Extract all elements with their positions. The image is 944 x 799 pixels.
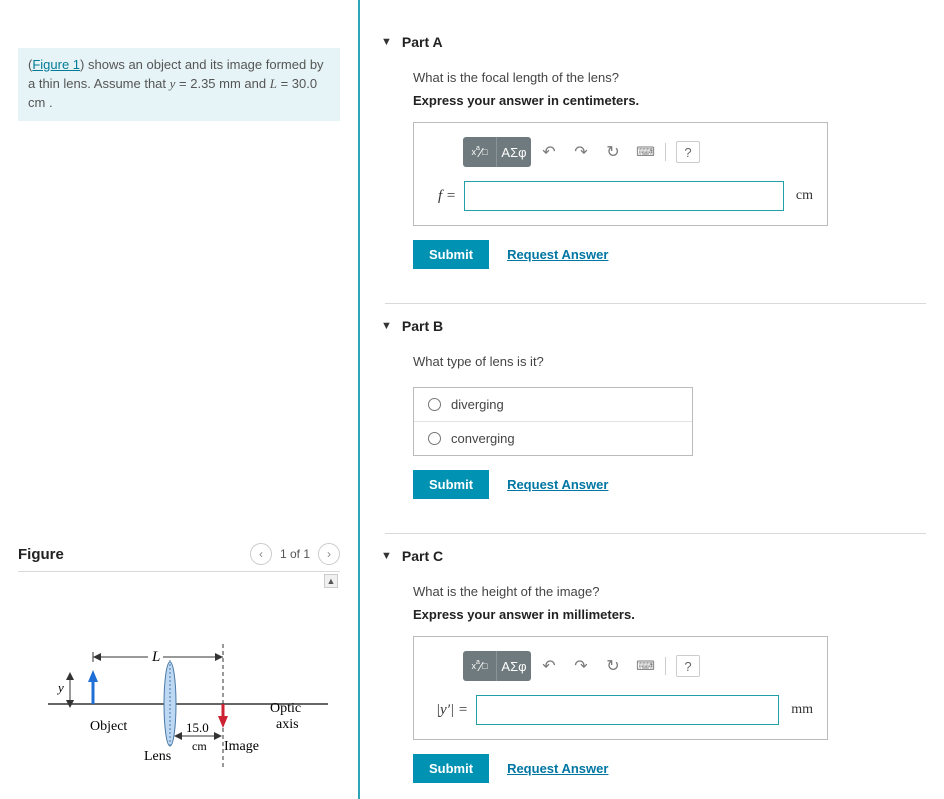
label-image: Image bbox=[224, 739, 259, 754]
part-b-title: Part B bbox=[402, 318, 443, 334]
part-c-title: Part C bbox=[402, 548, 443, 564]
figure-next-button[interactable]: › bbox=[318, 543, 340, 565]
label-y: y bbox=[56, 680, 64, 695]
label-axis: axis bbox=[276, 717, 299, 732]
scroll-up-button[interactable]: ▲ bbox=[324, 574, 338, 588]
converging-label[interactable]: converging bbox=[451, 431, 515, 446]
part-a-answer-box: xa⁄□ ΑΣφ ↶ ↷ ↻ ⌨ ? f = cm bbox=[413, 122, 828, 226]
part-b-submit-button[interactable]: Submit bbox=[413, 470, 489, 499]
label-object: Object bbox=[90, 719, 127, 734]
part-c: ▼ Part C What is the height of the image… bbox=[385, 533, 926, 799]
redo-button[interactable]: ↷ bbox=[567, 652, 595, 680]
figure-title: Figure bbox=[18, 546, 64, 563]
part-c-unit: mm bbox=[791, 702, 813, 718]
templates-button[interactable]: xa⁄□ bbox=[463, 651, 497, 681]
redo-button[interactable]: ↷ bbox=[567, 138, 595, 166]
part-a: ▼ Part A What is the focal length of the… bbox=[385, 20, 926, 287]
diverging-label[interactable]: diverging bbox=[451, 397, 504, 412]
part-b-question: What type of lens is it? bbox=[413, 354, 926, 369]
part-b: ▼ Part B What type of lens is it? diverg… bbox=[385, 303, 926, 517]
part-a-unit: cm bbox=[796, 188, 813, 204]
part-c-request-link[interactable]: Request Answer bbox=[507, 761, 608, 776]
reset-button[interactable]: ↻ bbox=[599, 138, 627, 166]
part-b-request-link[interactable]: Request Answer bbox=[507, 477, 608, 492]
diverging-radio[interactable] bbox=[428, 398, 441, 411]
part-a-input[interactable] bbox=[464, 181, 784, 211]
part-a-var-label: f = bbox=[428, 188, 456, 205]
label-lens: Lens bbox=[144, 749, 171, 764]
keyboard-button[interactable]: ⌨ bbox=[631, 652, 659, 680]
part-a-title: Part A bbox=[402, 34, 443, 50]
converging-radio[interactable] bbox=[428, 432, 441, 445]
label-dist-unit: cm bbox=[192, 739, 207, 753]
part-c-var-label: |y′| = bbox=[428, 702, 468, 719]
reset-button[interactable]: ↻ bbox=[599, 652, 627, 680]
part-c-instruction: Express your answer in millimeters. bbox=[413, 607, 926, 622]
part-c-question: What is the height of the image? bbox=[413, 584, 926, 599]
part-b-options: diverging converging bbox=[413, 387, 693, 456]
undo-button[interactable]: ↶ bbox=[535, 138, 563, 166]
figure-viewport: ▲ L Object bbox=[18, 571, 340, 799]
label-dist: 15.0 bbox=[186, 720, 209, 735]
part-c-input[interactable] bbox=[476, 695, 779, 725]
problem-statement: (Figure 1) shows an object and its image… bbox=[18, 48, 340, 121]
templates-button[interactable]: xa⁄□ bbox=[463, 137, 497, 167]
lens-diagram: L Object y Lens bbox=[48, 642, 328, 782]
figure-link[interactable]: Figure 1 bbox=[32, 57, 80, 72]
keyboard-button[interactable]: ⌨ bbox=[631, 138, 659, 166]
part-a-instruction: Express your answer in centimeters. bbox=[413, 93, 926, 108]
part-a-question: What is the focal length of the lens? bbox=[413, 70, 926, 85]
help-button[interactable]: ? bbox=[676, 141, 700, 163]
label-optic: Optic bbox=[270, 701, 301, 716]
greek-button[interactable]: ΑΣφ bbox=[497, 651, 531, 681]
part-c-answer-box: xa⁄□ ΑΣφ ↶ ↷ ↻ ⌨ ? |y′| = mm bbox=[413, 636, 828, 740]
label-L: L bbox=[151, 649, 160, 665]
part-c-submit-button[interactable]: Submit bbox=[413, 754, 489, 783]
collapse-icon[interactable]: ▼ bbox=[381, 320, 392, 332]
part-a-submit-button[interactable]: Submit bbox=[413, 240, 489, 269]
collapse-icon[interactable]: ▼ bbox=[381, 550, 392, 562]
help-button[interactable]: ? bbox=[676, 655, 700, 677]
figure-counter: 1 of 1 bbox=[280, 547, 310, 561]
undo-button[interactable]: ↶ bbox=[535, 652, 563, 680]
collapse-icon[interactable]: ▼ bbox=[381, 36, 392, 48]
figure-prev-button[interactable]: ‹ bbox=[250, 543, 272, 565]
part-a-request-link[interactable]: Request Answer bbox=[507, 247, 608, 262]
greek-button[interactable]: ΑΣφ bbox=[497, 137, 531, 167]
